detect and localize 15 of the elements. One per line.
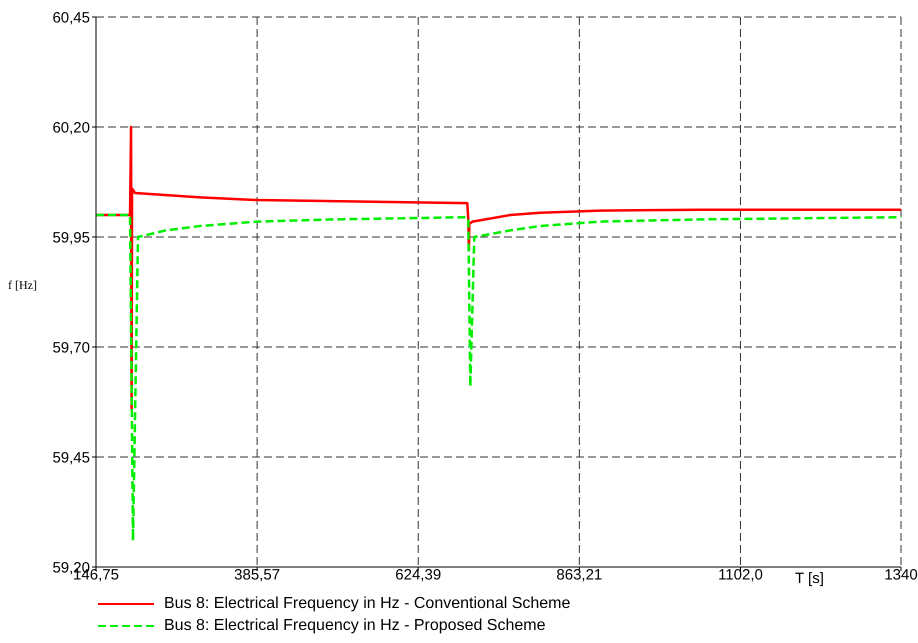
y-tick-label: 60,45 — [52, 9, 90, 26]
y-tick-label: 59,95 — [52, 229, 90, 246]
x-axis-title: T [s] — [795, 570, 824, 587]
x-tick-label: 385,57 — [234, 566, 280, 584]
line-series — [96, 214, 901, 542]
y-tick-label: 59,45 — [52, 449, 90, 466]
y-axis-title: f [Hz] — [8, 278, 37, 293]
x-tick-label: 1102,0 — [718, 566, 763, 584]
legend-label: Bus 8: Electrical Frequency in Hz - Proposed Scheme — [164, 617, 546, 635]
legend-label: Bus 8: Electrical Frequency in Hz - Conventional Scheme — [164, 595, 570, 613]
y-tick-label: 60,20 — [52, 119, 90, 136]
x-tick-label: 1340 — [884, 566, 918, 584]
x-tick-label: 863,21 — [556, 566, 602, 584]
x-tick-label: 624,39 — [395, 566, 442, 584]
y-tick-label: 59,70 — [52, 339, 90, 356]
